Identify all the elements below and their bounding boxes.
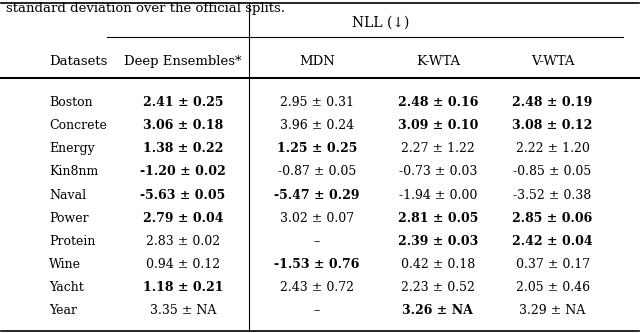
Text: standard deviation over the official splits.: standard deviation over the official spl…: [6, 2, 285, 15]
Text: 3.96 ± 0.24: 3.96 ± 0.24: [280, 119, 354, 132]
Text: K-WTA: K-WTA: [416, 55, 460, 68]
Text: 2.83 ± 0.02: 2.83 ± 0.02: [146, 235, 220, 248]
Text: NLL (↓): NLL (↓): [352, 16, 409, 30]
Text: MDN: MDN: [299, 55, 335, 68]
Text: Datasets: Datasets: [49, 55, 108, 68]
Text: -0.87 ± 0.05: -0.87 ± 0.05: [278, 166, 356, 178]
Text: Year: Year: [49, 304, 77, 317]
Text: 3.06 ± 0.18: 3.06 ± 0.18: [143, 119, 223, 132]
Text: –: –: [314, 304, 320, 317]
Text: Deep Ensembles*: Deep Ensembles*: [124, 55, 242, 68]
Text: Concrete: Concrete: [49, 119, 107, 132]
Text: 3.09 ± 0.10: 3.09 ± 0.10: [397, 119, 478, 132]
Text: 1.25 ± 0.25: 1.25 ± 0.25: [276, 142, 357, 155]
Text: 2.95 ± 0.31: 2.95 ± 0.31: [280, 96, 354, 109]
Text: 0.94 ± 0.12: 0.94 ± 0.12: [146, 258, 220, 271]
Text: 2.05 ± 0.46: 2.05 ± 0.46: [516, 281, 589, 294]
Text: 2.39 ± 0.03: 2.39 ± 0.03: [398, 235, 478, 248]
Text: Protein: Protein: [49, 235, 95, 248]
Text: 2.22 ± 1.20: 2.22 ± 1.20: [516, 142, 589, 155]
Text: -3.52 ± 0.38: -3.52 ± 0.38: [513, 188, 592, 201]
Text: 2.43 ± 0.72: 2.43 ± 0.72: [280, 281, 354, 294]
Text: 2.48 ± 0.16: 2.48 ± 0.16: [397, 96, 478, 109]
Text: V-WTA: V-WTA: [531, 55, 574, 68]
Text: -0.73 ± 0.03: -0.73 ± 0.03: [399, 166, 477, 178]
Text: 3.29 ± NA: 3.29 ± NA: [520, 304, 586, 317]
Text: 3.08 ± 0.12: 3.08 ± 0.12: [513, 119, 593, 132]
Text: Energy: Energy: [49, 142, 95, 155]
Text: Kin8nm: Kin8nm: [49, 166, 99, 178]
Text: -1.20 ± 0.02: -1.20 ± 0.02: [140, 166, 226, 178]
Text: Yacht: Yacht: [49, 281, 84, 294]
Text: 2.81 ± 0.05: 2.81 ± 0.05: [397, 212, 478, 225]
Text: 0.42 ± 0.18: 0.42 ± 0.18: [401, 258, 475, 271]
Text: Power: Power: [49, 212, 89, 225]
Text: 2.79 ± 0.04: 2.79 ± 0.04: [143, 212, 223, 225]
Text: Wine: Wine: [49, 258, 81, 271]
Text: 2.41 ± 0.25: 2.41 ± 0.25: [143, 96, 223, 109]
Text: -5.63 ± 0.05: -5.63 ± 0.05: [140, 188, 226, 201]
Text: -5.47 ± 0.29: -5.47 ± 0.29: [274, 188, 360, 201]
Text: 3.35 ± NA: 3.35 ± NA: [150, 304, 216, 317]
Text: 2.42 ± 0.04: 2.42 ± 0.04: [512, 235, 593, 248]
Text: -0.85 ± 0.05: -0.85 ± 0.05: [513, 166, 592, 178]
Text: 1.38 ± 0.22: 1.38 ± 0.22: [143, 142, 223, 155]
Text: -1.53 ± 0.76: -1.53 ± 0.76: [274, 258, 360, 271]
Text: 3.26 ± NA: 3.26 ± NA: [403, 304, 474, 317]
Text: 1.18 ± 0.21: 1.18 ± 0.21: [143, 281, 223, 294]
Text: Naval: Naval: [49, 188, 86, 201]
Text: 2.23 ± 0.52: 2.23 ± 0.52: [401, 281, 475, 294]
Text: 2.48 ± 0.19: 2.48 ± 0.19: [513, 96, 593, 109]
Text: -1.94 ± 0.00: -1.94 ± 0.00: [399, 188, 477, 201]
Text: 2.85 ± 0.06: 2.85 ± 0.06: [513, 212, 593, 225]
Text: –: –: [314, 235, 320, 248]
Text: 2.27 ± 1.22: 2.27 ± 1.22: [401, 142, 475, 155]
Text: Boston: Boston: [49, 96, 93, 109]
Text: 3.02 ± 0.07: 3.02 ± 0.07: [280, 212, 354, 225]
Text: 0.37 ± 0.17: 0.37 ± 0.17: [516, 258, 589, 271]
